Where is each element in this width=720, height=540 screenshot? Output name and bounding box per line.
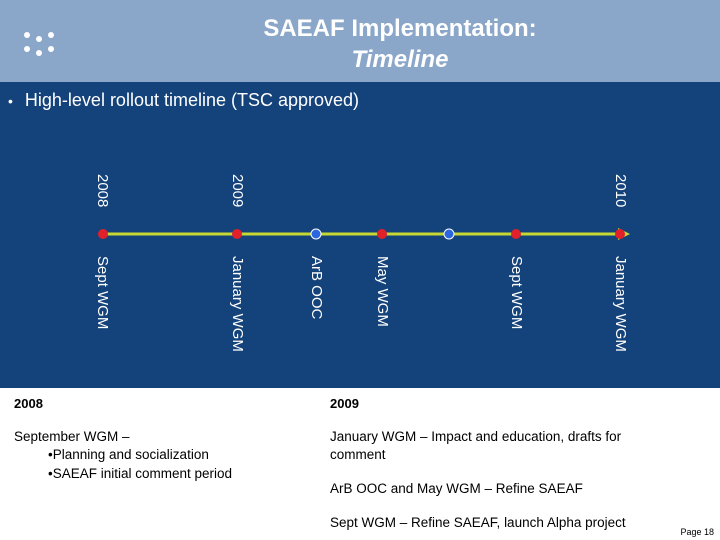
year-label-2008: 2008 [94, 174, 111, 208]
notes-2009-line: Sept WGM – Refine SAEAF, launch Alpha pr… [330, 515, 626, 530]
slide-subtitle: Timeline [351, 46, 449, 73]
notes-2008-item: •Planning and socialization [48, 447, 209, 462]
event-label: Sept WGM [94, 256, 111, 330]
event-label: January WGM [612, 256, 629, 352]
year-label-2009: 2009 [229, 174, 246, 208]
bullet-item: • High-level rollout timeline (TSC approv… [8, 88, 359, 113]
timeline-marker-may-wgm [377, 229, 387, 239]
page-number: Page 18 [680, 527, 714, 537]
timeline-marker-sept-2009 [443, 228, 455, 240]
event-label: Sept WGM [508, 256, 525, 330]
slide-header: SAEAF Implementation: Timeline [0, 0, 720, 82]
slide-title: SAEAF Implementation: [263, 15, 537, 42]
notes-2008-item: •SAEAF initial comment period [48, 466, 233, 481]
dots-logo-icon [22, 30, 62, 56]
year-label-2010: 2010 [612, 174, 629, 208]
timeline-marker-sept-wgm [511, 229, 521, 239]
notes-year-2009: 2009 [330, 396, 359, 411]
event-label: ArB OOC [308, 256, 325, 320]
bullet-text: High-level rollout timeline (TSC approve… [24, 90, 360, 110]
notes-panel [0, 388, 720, 540]
timeline-marker-january-2009 [232, 229, 242, 239]
timeline-marker-arb-ooc [310, 228, 322, 240]
timeline-marker-sept-2008 [98, 229, 108, 239]
notes-2009-line: comment [330, 447, 386, 462]
event-label: January WGM [229, 256, 246, 352]
bullet-icon: • [8, 93, 13, 109]
timeline-marker-january-2010 [615, 229, 625, 239]
notes-2009-line: ArB OOC and May WGM – Refine SAEAF [330, 481, 583, 496]
notes-year-2008: 2008 [14, 396, 43, 411]
notes-2008-heading: September WGM – [14, 429, 130, 444]
notes-2009-line: January WGM – Impact and education, draf… [330, 429, 622, 444]
event-label: May WGM [374, 256, 391, 327]
